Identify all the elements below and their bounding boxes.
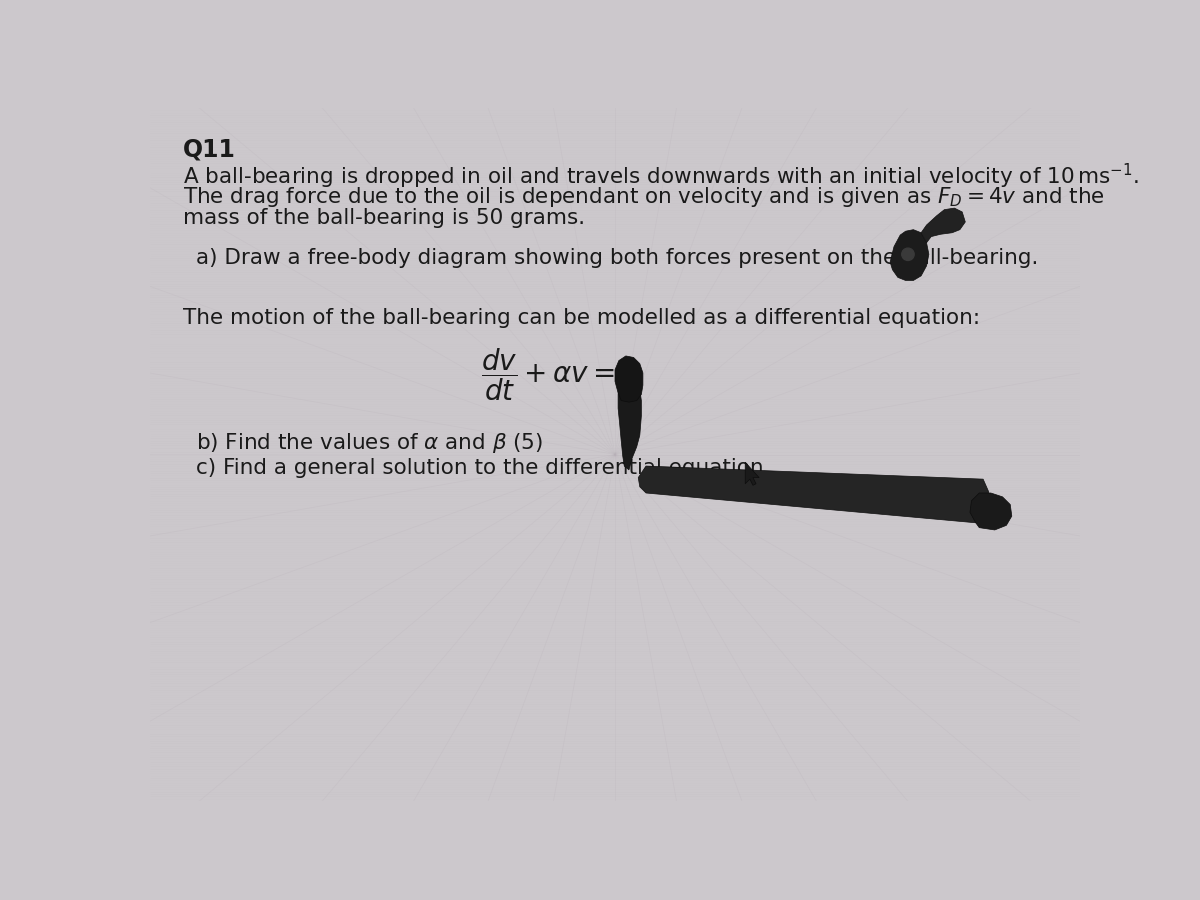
Polygon shape bbox=[970, 493, 1012, 530]
Text: A ball-bearing is dropped in oil and travels downwards with an initial velocity : A ball-bearing is dropped in oil and tra… bbox=[182, 162, 1139, 191]
Text: mass of the ball-bearing is 50 grams.: mass of the ball-bearing is 50 grams. bbox=[182, 208, 584, 228]
Polygon shape bbox=[616, 356, 643, 402]
Polygon shape bbox=[638, 466, 991, 524]
Circle shape bbox=[901, 248, 914, 260]
Polygon shape bbox=[922, 208, 965, 243]
Text: a) Draw a free-body diagram showing both forces present on the ball-bearing.: a) Draw a free-body diagram showing both… bbox=[197, 248, 1039, 268]
Polygon shape bbox=[890, 230, 929, 281]
Text: b) Find the values of $\alpha$ and $\beta$ (5): b) Find the values of $\alpha$ and $\bet… bbox=[197, 431, 544, 455]
Polygon shape bbox=[618, 368, 641, 470]
Text: Q11: Q11 bbox=[182, 138, 235, 161]
Text: The motion of the ball-bearing can be modelled as a differential equation:: The motion of the ball-bearing can be mo… bbox=[182, 308, 979, 328]
Text: c) Find a general solution to the differential equation.: c) Find a general solution to the differ… bbox=[197, 458, 772, 479]
Text: The drag force due to the oil is dependant on velocity and is given as $F_D = 4v: The drag force due to the oil is dependa… bbox=[182, 185, 1104, 209]
Polygon shape bbox=[745, 463, 760, 485]
Text: $\dfrac{dv}{dt} + \alpha v = \beta$: $\dfrac{dv}{dt} + \alpha v = \beta$ bbox=[481, 346, 641, 403]
